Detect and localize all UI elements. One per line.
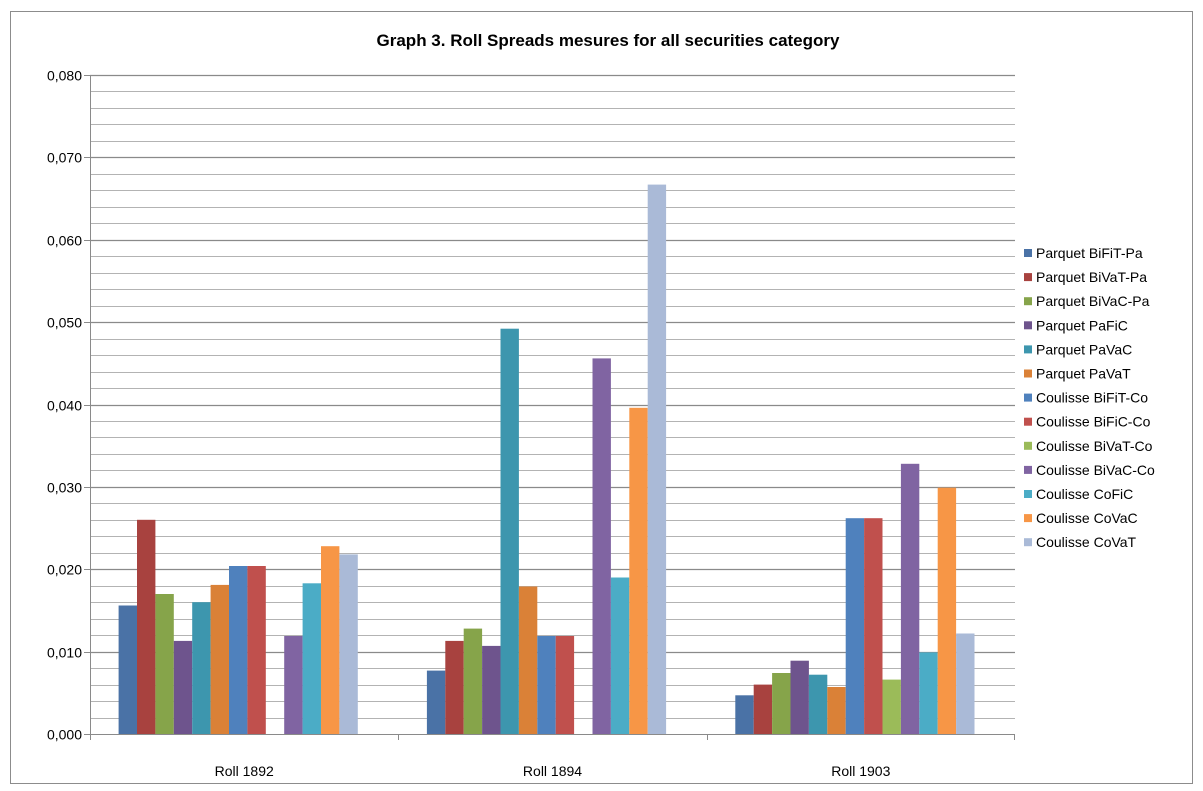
y-tick-label: 0,030 [47, 480, 82, 496]
bar [482, 645, 501, 734]
legend-label: Parquet BiFiT-Pa [1036, 245, 1143, 261]
legend-label: Parquet PaVaT [1036, 366, 1131, 382]
legend-swatch [1024, 490, 1032, 498]
bar [882, 679, 901, 734]
legend-swatch [1024, 369, 1032, 378]
bar [155, 594, 174, 734]
bar [284, 636, 303, 734]
legend-label: Coulisse BiVaC-Co [1036, 462, 1155, 478]
legend-swatch [1024, 514, 1032, 523]
bar [463, 628, 483, 734]
x-tick-labels: Roll 1892 Roll 1894 Roll 1903 [215, 763, 891, 779]
bar [790, 660, 809, 734]
legend-label: Parquet BiVaT-Pa [1036, 269, 1147, 285]
bar [555, 636, 575, 734]
bar [845, 518, 865, 734]
bar [827, 687, 846, 734]
legend-swatch [1024, 273, 1032, 282]
bar [173, 640, 193, 734]
legend-swatch [1024, 465, 1032, 474]
bar [137, 519, 156, 734]
bar [339, 554, 358, 734]
bar [864, 518, 883, 734]
x-tick-label: Roll 1903 [831, 763, 890, 779]
bar [610, 577, 630, 734]
y-tick-label: 0,040 [47, 398, 82, 414]
bar [192, 602, 211, 734]
bar [537, 636, 556, 734]
bar [445, 640, 464, 734]
legend-label: Coulisse BiFiC-Co [1036, 414, 1151, 430]
bar [808, 674, 828, 734]
bar [937, 487, 957, 734]
bar [118, 605, 137, 734]
bar [772, 673, 791, 734]
y-tick-label: 0,070 [47, 150, 82, 166]
legend-swatch [1024, 321, 1032, 330]
legend-swatch [1024, 441, 1032, 450]
bar [426, 670, 446, 734]
legend-swatch [1024, 249, 1032, 257]
bar [900, 463, 920, 734]
bar [753, 684, 773, 734]
legend-label: Coulisse BiVaT-Co [1036, 438, 1153, 454]
x-tick-label: Roll 1892 [215, 763, 274, 779]
axes [84, 75, 1015, 740]
legend: Parquet BiFiT-Pa Parquet BiVaT-Pa Parquet … [1024, 245, 1155, 550]
legend-label: Parquet PaFiC [1036, 317, 1128, 333]
legend-swatch [1024, 297, 1032, 306]
bar [229, 566, 248, 734]
bar [919, 652, 938, 734]
bar [592, 358, 611, 734]
y-tick-label: 0,060 [47, 233, 82, 249]
legend-swatch [1024, 345, 1032, 354]
legend-label: Parquet PaVaC [1036, 341, 1132, 357]
bar [247, 566, 266, 734]
bar [647, 184, 667, 735]
bar [500, 328, 519, 734]
legend-swatch [1024, 417, 1032, 426]
legend-label: Coulisse CoVaC [1036, 510, 1138, 526]
bar [735, 695, 754, 734]
legend-label: Coulisse CoVaT [1036, 534, 1137, 550]
bar [629, 407, 648, 734]
y-tick-label: 0,050 [47, 315, 82, 331]
y-tick-label: 0,010 [47, 645, 82, 661]
y-tick-labels: 0,000 0,010 0,020 0,030 0,040 0,050 0,060 0,070… [47, 68, 82, 743]
bar [302, 583, 321, 734]
legend-label: Coulisse BiFiT-Co [1036, 390, 1148, 406]
bar [518, 586, 538, 734]
bar [956, 633, 975, 734]
y-tick-label: 0,000 [47, 727, 82, 743]
legend-label: Coulisse CoFiC [1036, 486, 1133, 502]
x-tick-label: Roll 1894 [523, 763, 582, 779]
legend-label: Parquet BiVaC-Pa [1036, 293, 1150, 309]
y-tick-label: 0,020 [47, 562, 82, 578]
bar [321, 546, 340, 734]
chart-title: Graph 3. Roll Spreads mesures for all se… [377, 31, 841, 50]
legend-swatch [1024, 393, 1032, 402]
y-tick-label: 0,080 [47, 68, 82, 84]
bar [210, 584, 229, 734]
legend-swatch [1024, 538, 1032, 547]
bars [118, 184, 975, 735]
